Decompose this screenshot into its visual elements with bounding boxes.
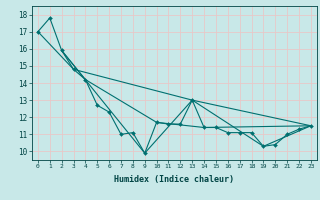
X-axis label: Humidex (Indice chaleur): Humidex (Indice chaleur) bbox=[115, 175, 234, 184]
